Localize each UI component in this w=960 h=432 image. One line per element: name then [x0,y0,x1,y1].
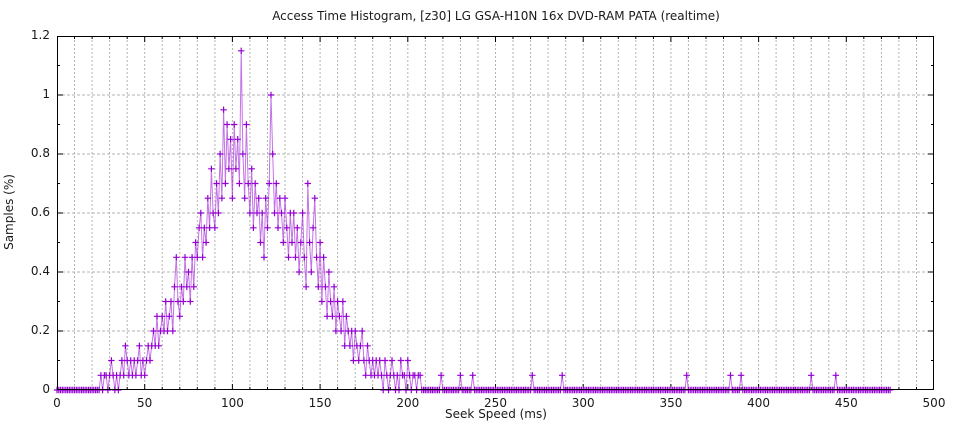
x-tick-label: 350 [659,396,683,410]
x-tick-label: 450 [834,396,858,410]
y-tick-label: 1 [42,87,50,101]
x-tick-label: 250 [484,396,507,410]
x-tick-label: 100 [220,396,244,410]
y-tick-label: 0 [42,382,50,396]
x-tick-label: 300 [571,396,595,410]
chart-title: Access Time Histogram, [z30] LG GSA-H10N… [272,9,720,23]
y-tick-label: 0.6 [30,205,50,219]
plot-area [53,36,934,394]
x-tick-label: 500 [922,396,946,410]
y-tick-label: 0.8 [30,146,50,160]
x-tick-label: 400 [747,396,771,410]
x-tick-label: 200 [396,396,420,410]
y-tick-label: 1.2 [30,28,50,42]
x-tick-label: 50 [137,396,153,410]
plot-canvas [53,36,934,394]
x-tick-label: 0 [53,396,61,410]
x-tick-label: 150 [308,396,332,410]
y-tick-label: 0.2 [30,323,50,337]
x-axis-label: Seek Speed (ms) [445,407,547,421]
y-tick-label: 0.4 [30,264,50,278]
